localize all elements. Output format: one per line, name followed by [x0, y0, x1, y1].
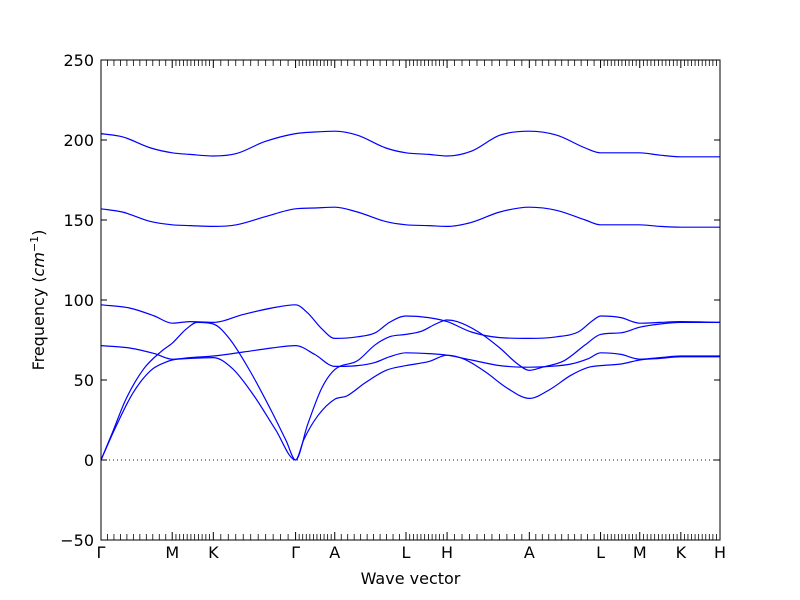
tick-label-layer: −50 0 50 100 150 200 250 Γ M K Γ A L H A L M K H — [60, 51, 726, 562]
x-tick-label: Γ — [97, 543, 106, 562]
band-line-2 — [100, 206, 721, 228]
tick-layer — [100, 59, 721, 541]
x-tick-label: Γ — [291, 543, 300, 562]
y-tick-label: 200 — [63, 131, 94, 150]
x-tick-label: A — [524, 543, 535, 562]
y-axis-title-text: Frequency — [29, 288, 48, 371]
x-tick-label: K — [676, 543, 687, 562]
x-axis-title: Wave vector — [361, 569, 461, 588]
band-line-3 — [100, 304, 721, 339]
y-tick-label: −50 — [60, 531, 94, 550]
y-axis-title-paren-close: ) — [29, 230, 48, 236]
x-tick-label: M — [165, 543, 179, 562]
x-tick-label: M — [633, 543, 647, 562]
x-tick-label: K — [208, 543, 219, 562]
plot-frame — [100, 59, 721, 541]
y-axis-title-unit-exponent: −1 — [28, 236, 41, 252]
series-layer — [100, 130, 721, 461]
y-tick-label: 100 — [63, 291, 94, 310]
x-tick-label: H — [441, 543, 453, 562]
y-axis-title: Frequency (cm−1) — [28, 230, 48, 371]
x-tick-label: L — [402, 543, 411, 562]
y-tick-label: 0 — [84, 451, 94, 470]
x-tick-label: L — [596, 543, 605, 562]
x-tick-label: A — [329, 543, 340, 562]
y-axis-title-paren-open: ( — [29, 276, 48, 287]
band-line-4 — [100, 345, 720, 368]
y-tick-label: 50 — [74, 371, 94, 390]
x-tick-label: H — [714, 543, 726, 562]
band-line-1 — [100, 130, 720, 158]
band-line-5 — [100, 319, 720, 461]
y-tick-label: 250 — [63, 51, 94, 70]
y-axis-title-unit: cm — [29, 252, 48, 276]
y-tick-label: 150 — [63, 211, 94, 230]
band-line-6 — [100, 354, 720, 461]
